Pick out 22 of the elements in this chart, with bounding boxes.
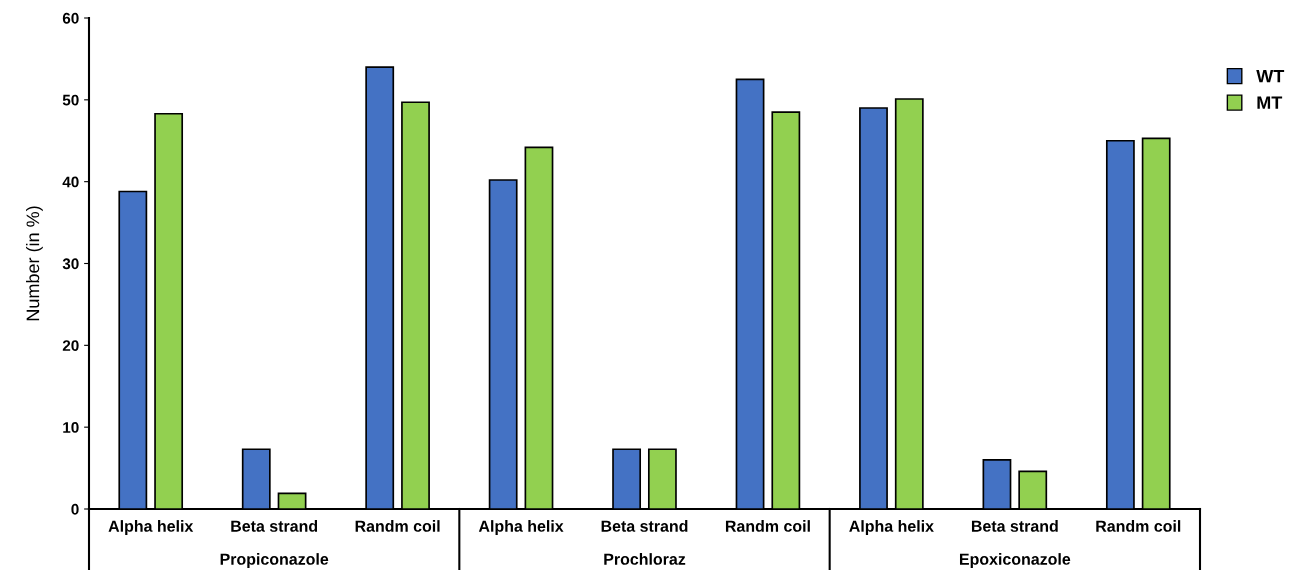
legend-label: MT <box>1257 96 1283 109</box>
y-tick-label: 40 <box>62 176 79 188</box>
y-tick-label: 20 <box>62 340 79 352</box>
y-tick-label: 50 <box>62 94 79 106</box>
y-axis-title: Number (in %) <box>26 206 43 321</box>
x-tick-label: Randm coil <box>725 520 810 532</box>
x-tick-label: Beta strand <box>601 520 688 532</box>
text: Epoxiconazole <box>959 553 1071 568</box>
y-tick-label: 30 <box>62 258 79 270</box>
x-tick-label: Alpha helix <box>478 520 564 535</box>
x-tick-label: Beta strand <box>231 520 318 532</box>
x-tick-label: Beta strand <box>971 520 1058 532</box>
text: Propiconazole <box>220 553 329 568</box>
y-tick-label: 60 <box>62 12 79 24</box>
y-tick-label: 10 <box>63 422 79 433</box>
y-tick-label: 0 <box>71 503 79 515</box>
legend-label: WT <box>1256 69 1285 83</box>
text: Prochloraz <box>604 553 686 565</box>
x-tick-label: Randm coil <box>355 520 440 532</box>
x-tick-label: Randm coil <box>1096 520 1181 532</box>
x-tick-label: Alpha helix <box>849 520 934 535</box>
x-tick-label: Alpha helix <box>108 520 194 535</box>
